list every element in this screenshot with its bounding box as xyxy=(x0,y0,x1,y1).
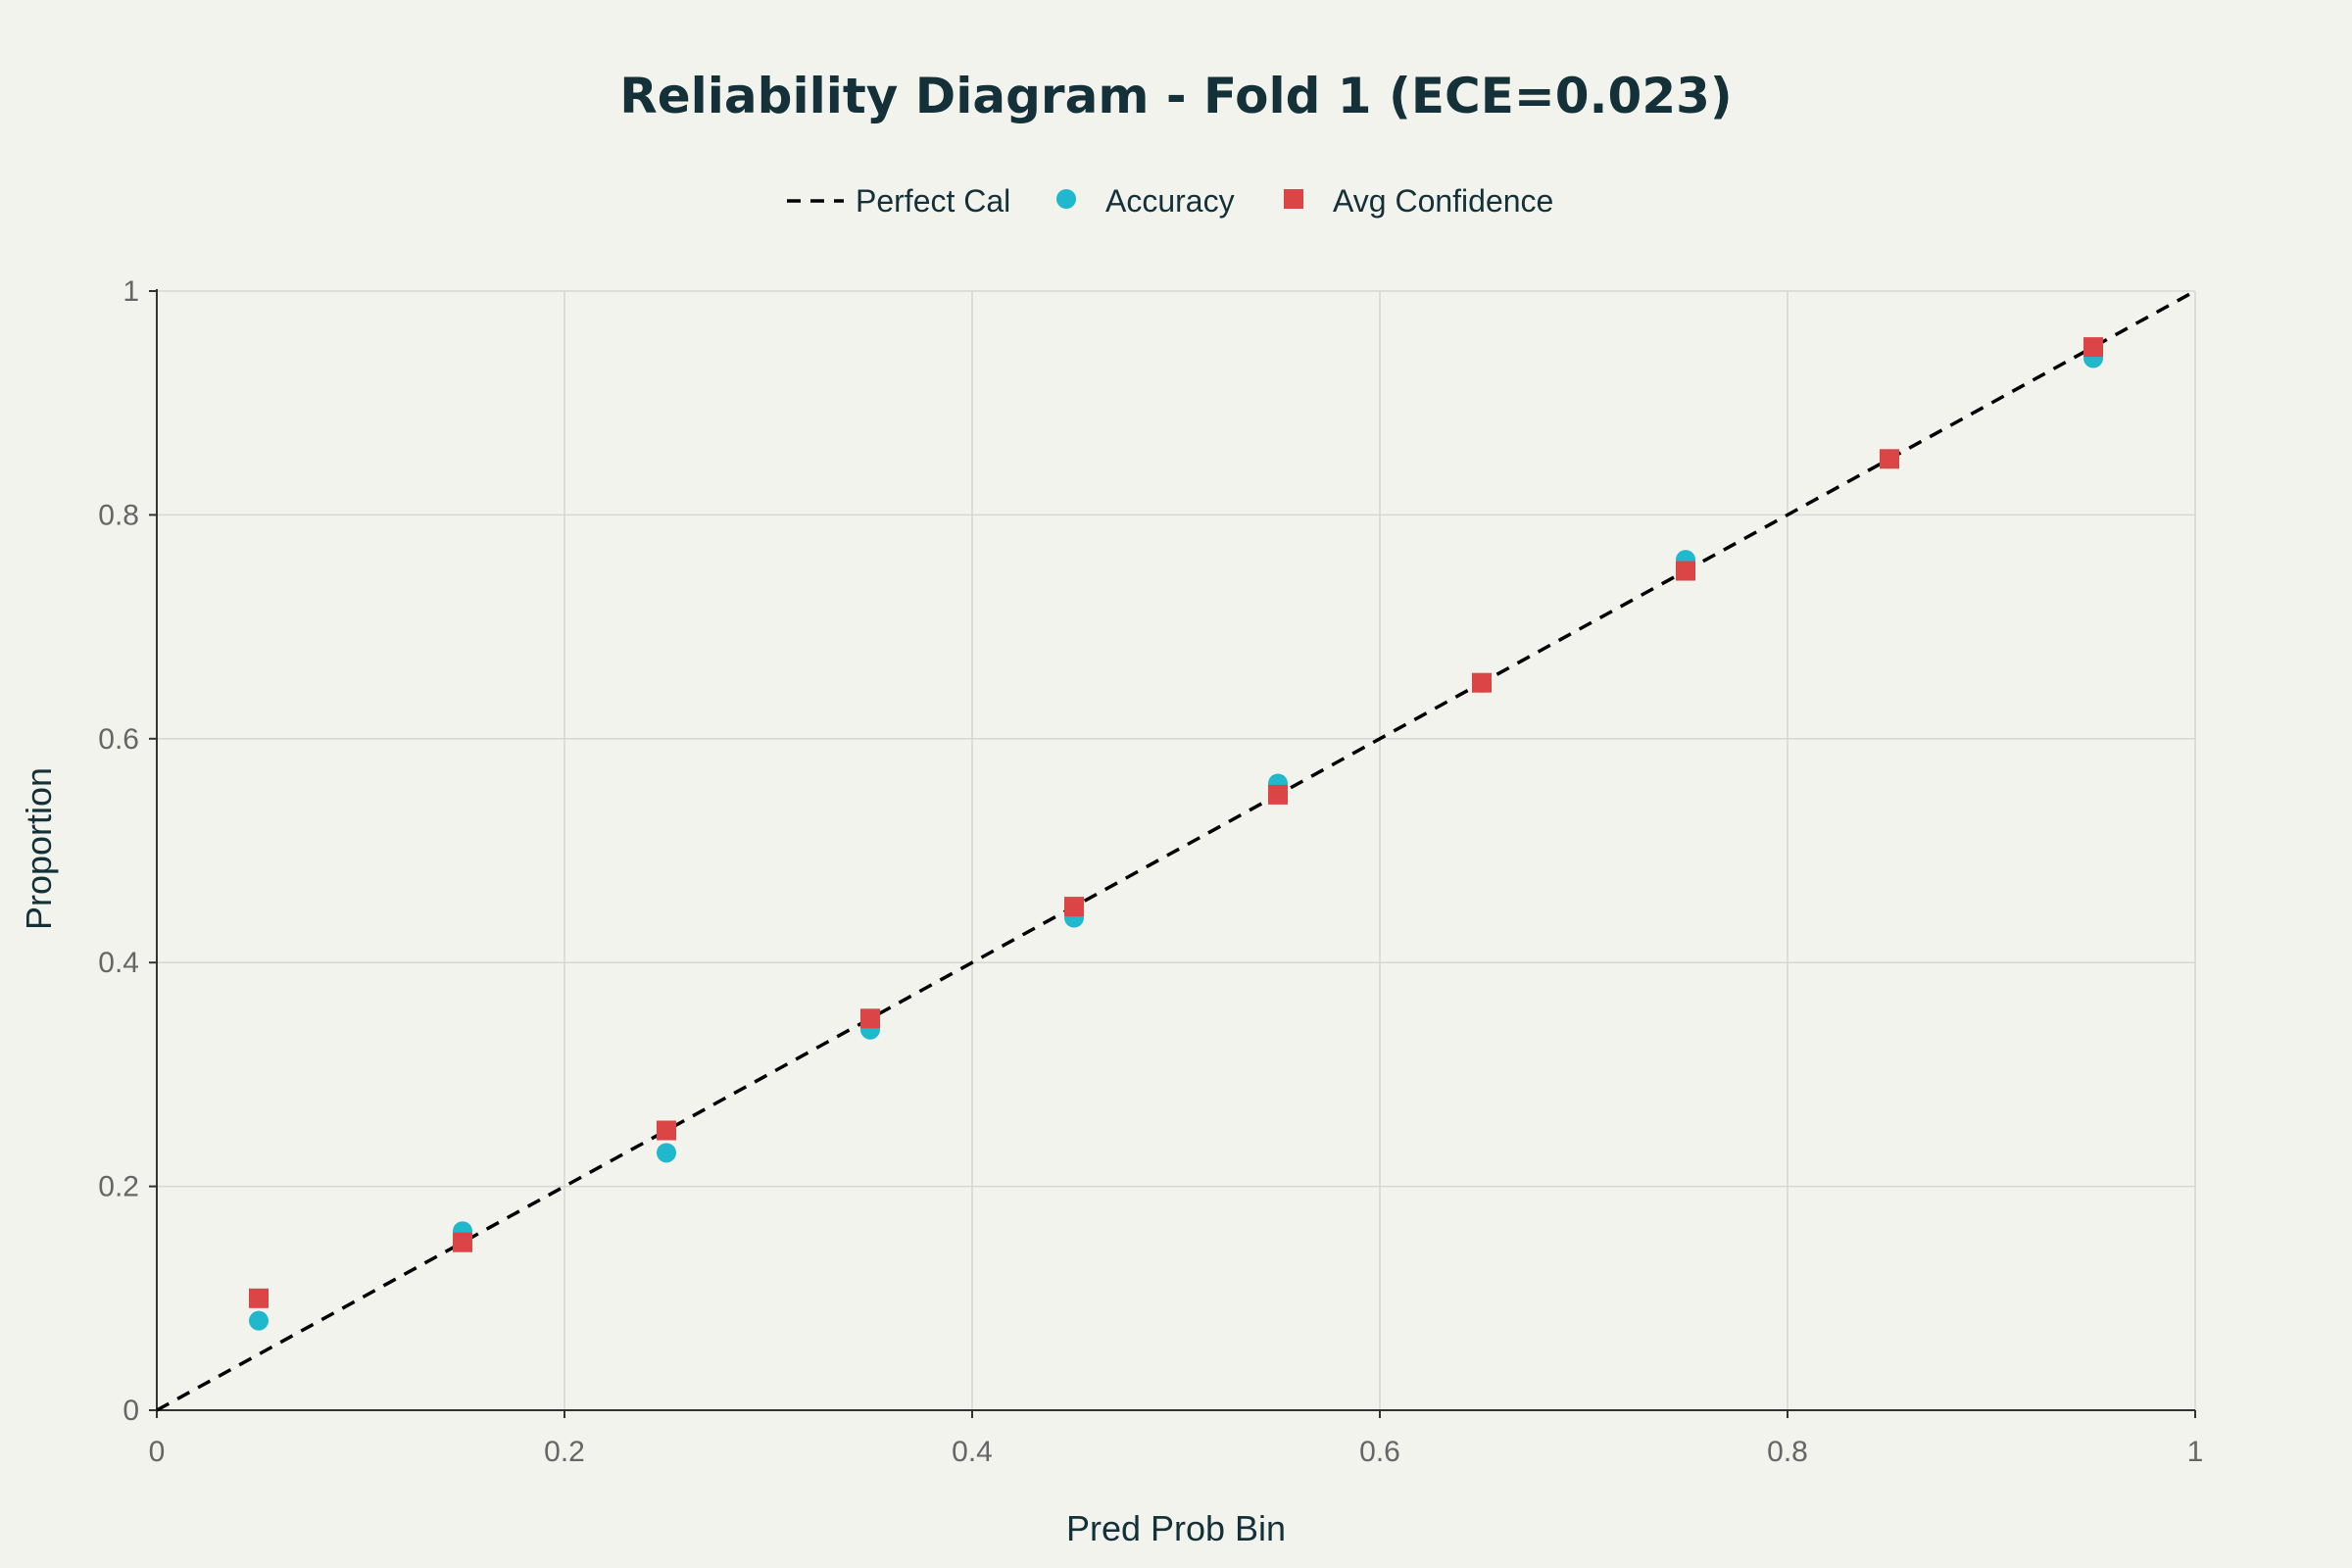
y-axis-title: Proportion xyxy=(19,767,59,930)
tick-labels: 0 0.2 0.4 0.6 0.8 1 0 0.2 0.4 0.6 0.8 1 xyxy=(98,275,2203,1468)
legend-square-swatch xyxy=(1284,189,1303,209)
legend-label: Avg Confidence xyxy=(1333,183,1553,219)
avg-confidence-point xyxy=(1676,561,1695,581)
y-tick-label: 1 xyxy=(122,275,139,308)
x-axis-title: Pred Prob Bin xyxy=(1066,1508,1286,1548)
avg-confidence-point xyxy=(657,1120,676,1141)
y-tick-label: 0 xyxy=(122,1395,139,1427)
legend-avg-confidence: Avg Confidence xyxy=(1284,183,1553,219)
legend-perfect-cal: Perfect Cal xyxy=(787,183,1010,219)
avg-confidence-point xyxy=(1472,672,1492,693)
x-tick-label: 0 xyxy=(149,1436,166,1468)
chart-title: Reliability Diagram - Fold 1 (ECE=0.023) xyxy=(619,68,1733,124)
x-tick-label: 1 xyxy=(2187,1436,2204,1468)
legend-label: Accuracy xyxy=(1105,183,1235,219)
perfect-calibration-line xyxy=(156,289,2196,1412)
y-tick-label: 0.6 xyxy=(98,723,139,756)
avg-confidence-point xyxy=(249,1288,269,1308)
avg-confidence-point xyxy=(1880,449,1899,469)
y-tick-label: 0.8 xyxy=(98,499,139,531)
x-tick-label: 0.4 xyxy=(952,1436,993,1468)
avg-confidence-point xyxy=(860,1008,880,1029)
accuracy-point xyxy=(249,1310,269,1331)
legend-circle-swatch xyxy=(1056,189,1076,209)
avg-confidence-point xyxy=(1064,897,1084,917)
accuracy-point xyxy=(657,1143,676,1163)
x-tick-label: 0.2 xyxy=(544,1436,585,1468)
x-tick-label: 0.8 xyxy=(1767,1436,1808,1468)
avg-confidence-point xyxy=(453,1232,472,1252)
legend: Perfect Cal Accuracy Avg Confidence xyxy=(787,183,1553,219)
y-tick-label: 0.2 xyxy=(98,1171,139,1203)
avg-confidence-point xyxy=(2083,337,2103,358)
x-tick-label: 0.6 xyxy=(1359,1436,1400,1468)
legend-accuracy: Accuracy xyxy=(1056,183,1235,219)
grid-lines xyxy=(157,290,2196,1410)
avg-confidence-point xyxy=(1268,784,1288,805)
axes xyxy=(149,289,2196,1418)
y-tick-label: 0.4 xyxy=(98,947,139,979)
legend-label: Perfect Cal xyxy=(856,183,1010,219)
plot-area xyxy=(156,289,2196,1412)
